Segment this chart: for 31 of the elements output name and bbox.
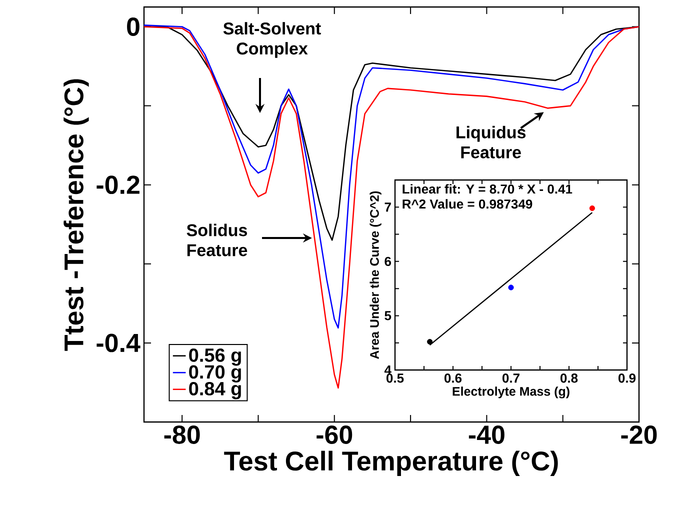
annotation: Liquidus Feature xyxy=(456,126,526,158)
legend-label: 0.70 g xyxy=(189,365,241,383)
annotation: Salt-Solvent Complex xyxy=(223,22,321,58)
x-tick-label: 0.7 xyxy=(502,374,520,383)
x-tick-label: -40 xyxy=(468,426,504,444)
annotation: Solidus Feature xyxy=(186,224,248,256)
x-axis-title: Test Cell Temperature (°C) xyxy=(224,450,558,476)
y-tick-label: 4 xyxy=(384,366,392,374)
x-tick-label: -20 xyxy=(621,426,657,444)
y-tick-label: 0 xyxy=(127,18,140,36)
x-axis-title: Electrolyte Mass (g) xyxy=(452,386,570,398)
x-tick-label: -80 xyxy=(164,426,200,444)
y-tick-label: 5 xyxy=(384,311,392,320)
legend-label: 0.84 g xyxy=(189,382,241,400)
point xyxy=(589,205,596,212)
y-tick-label: -0.2 xyxy=(96,176,140,194)
y-axis-title: Area Under the Curve (°C^2) xyxy=(370,191,382,359)
legend-label: 0.56 g xyxy=(189,348,241,366)
x-tick-label: 0.6 xyxy=(444,374,462,383)
y-axis-title: Ttest -Treference (°C) xyxy=(64,79,89,351)
x-tick-label: -60 xyxy=(316,426,352,444)
annotation: Linear fit: Y = 8.70 * X - 0.41 xyxy=(402,184,572,194)
point xyxy=(508,284,514,290)
x-tick-label: 0.9 xyxy=(618,374,636,383)
y-tick-label: 7 xyxy=(384,202,391,212)
y-tick-label: -0.4 xyxy=(96,334,140,352)
point xyxy=(427,338,433,345)
y-tick-label: 6 xyxy=(384,256,392,266)
annotation: R^2 Value = 0.987349 xyxy=(402,199,532,209)
x-tick-label: 0.8 xyxy=(560,374,578,383)
x-tick-label: 0.5 xyxy=(386,374,404,383)
